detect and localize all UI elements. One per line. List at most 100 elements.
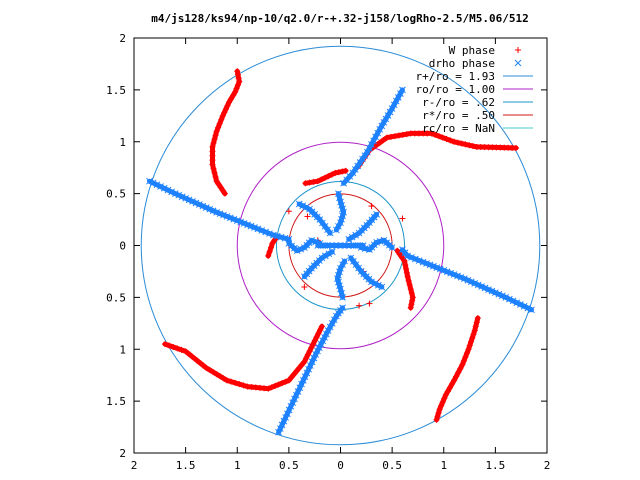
w-phase-point [306,348,313,355]
drho-phase-point [520,302,528,310]
drho-phase-point [375,281,382,289]
cross-stroke [285,406,293,414]
cross-stroke [488,287,496,295]
cross-stroke [394,93,402,101]
cross-stroke [146,177,153,185]
drho-phase-point [247,222,255,230]
drho-phase-point [316,216,324,223]
cross-stroke [302,204,310,211]
cross-stroke [319,219,326,227]
w-phase-point [332,169,339,176]
cross-stroke [244,221,251,229]
cross-stroke [168,188,175,196]
drho-phase-point [175,191,183,199]
legend-marker [514,59,522,67]
w-phase-point [446,384,453,391]
w-phase-point [439,134,446,141]
drho-phase-point [322,330,330,338]
w-phase-point [293,368,300,375]
cross-stroke [328,248,336,256]
cross-stroke [352,261,360,269]
cross-stroke [506,295,513,303]
drho-phase-point [440,267,448,274]
drho-phase-point [321,222,329,230]
cross-stroke [333,226,340,234]
cross-stroke [423,260,430,267]
drho-phase-point [447,269,454,277]
cross-stroke [289,399,297,406]
drho-phase-point [498,292,506,300]
legend-label: drho phase [429,57,495,70]
w-phase-point [408,290,415,297]
w-phase-point [209,161,216,168]
w-phase-point [288,374,295,381]
chart-title: m4/js128/ks94/np-10/q2.0/r-+.32-j158/log… [151,12,529,25]
drho-phase-point [319,337,327,345]
drho-phase-point [192,199,200,207]
w-phase-point [296,364,303,371]
cross-stroke [171,190,179,197]
w-phase-point [217,373,224,380]
drho-phase-point [350,257,357,265]
w-phase-point [407,286,414,293]
w-phase-point [212,132,219,139]
drho-phase-point [324,327,332,334]
w-phase-point [325,173,332,180]
w-phase-point [434,413,441,420]
drho-phase-point [164,186,172,194]
w-phase-point [318,176,325,183]
legend-marker [515,47,521,53]
cross-stroke [454,272,461,280]
drho-phase-point [317,340,325,348]
drho-phase-point [450,271,458,278]
w-phase-point [215,124,222,131]
legend-label: rc/ro = NaN [422,122,495,135]
x-tick-label: 1 [234,459,241,472]
cross-stroke [513,299,521,307]
cross-stroke [237,218,245,226]
cross-stroke [447,269,454,277]
w-phase-point [235,75,242,82]
w-phase-point [435,409,442,416]
drho-phase-point [220,211,227,219]
cross-stroke [467,278,475,286]
drho-phase-point [223,213,231,220]
drho-phase-point [502,294,510,301]
y-tick-label: 0.5 [106,188,126,201]
cross-stroke [206,205,214,213]
drho-phase-point [237,218,245,226]
cross-stroke [307,362,314,369]
cross-stroke [371,280,379,287]
cross-stroke [318,254,326,262]
w-phase-point [471,327,478,334]
x-tick-label: 1.5 [176,459,196,472]
drho-phase-point [345,235,353,243]
cross-stroke [392,97,400,105]
cross-stroke [299,202,306,210]
cross-stroke [492,289,499,297]
cross-stroke [338,202,345,209]
drho-phase-point [348,233,356,241]
cross-stroke [338,289,345,297]
cross-stroke [380,119,388,126]
x-tick-label: 2 [544,459,551,472]
cross-stroke [280,417,288,425]
cross-stroke [326,229,334,237]
cross-stroke [372,133,379,141]
drho-phase-point [366,144,373,152]
drho-phase-point [412,255,419,263]
w-phase-point [233,85,240,92]
cross-stroke [282,414,289,421]
w-phase-point [399,215,406,222]
drho-phase-point [319,219,326,227]
drho-phase-point [339,304,346,312]
w-phase-point [473,319,480,326]
drho-phase-point [467,278,475,286]
drho-phase-point [325,250,333,258]
cross-stroke [273,232,281,240]
cross-stroke [321,334,328,341]
y-tick-label: 1 [119,343,126,356]
drho-phase-point [339,294,346,301]
cross-stroke [310,354,318,362]
phase-markers [146,68,535,436]
